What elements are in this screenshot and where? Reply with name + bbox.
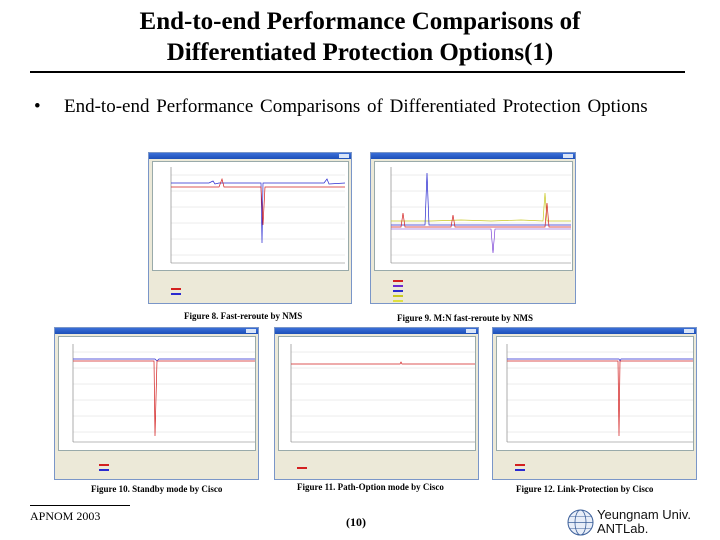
window-titlebar xyxy=(275,328,478,334)
graph-plot xyxy=(390,167,571,264)
legend-swatch xyxy=(297,467,307,469)
graph-plot xyxy=(72,344,255,443)
legend-swatch xyxy=(393,280,403,282)
figure-10-caption: Figure 10. Standby mode by Cisco xyxy=(91,484,223,494)
conference-name: APNOM 2003 xyxy=(30,509,101,523)
window-titlebar xyxy=(493,328,696,334)
legend-swatch xyxy=(393,285,403,287)
slide-title: End-to-end Performance Comparisons of Di… xyxy=(30,6,690,68)
legend-swatch xyxy=(515,464,525,466)
legend-swatch xyxy=(99,469,109,471)
window-buttons-icon xyxy=(246,329,256,333)
window-titlebar xyxy=(371,153,575,159)
legend-swatch xyxy=(171,293,181,295)
title-underline xyxy=(30,71,685,73)
bullet-dot-icon: • xyxy=(34,96,41,117)
figure-11-window xyxy=(274,327,479,480)
footer-divider xyxy=(30,505,130,506)
figure-10-window xyxy=(54,327,259,480)
legend-swatch xyxy=(393,290,403,292)
institution-line2: ANTLab. xyxy=(597,521,649,536)
figure-12-caption: Figure 12. Link-Protection by Cisco xyxy=(516,484,654,494)
window-buttons-icon xyxy=(339,154,349,158)
figure-8-window xyxy=(148,152,352,304)
window-titlebar xyxy=(149,153,351,159)
figure-9-window xyxy=(370,152,576,304)
window-titlebar xyxy=(55,328,258,334)
graph-plot xyxy=(290,344,475,443)
figure-12-window xyxy=(492,327,697,480)
window-buttons-icon xyxy=(684,329,694,333)
legend-swatch xyxy=(393,295,403,297)
legend-swatch xyxy=(99,464,109,466)
figure-8-caption: Figure 8. Fast-reroute by NMS xyxy=(184,311,303,321)
legend-swatch xyxy=(393,300,403,302)
slide-title-line2: Differentiated Protection Options(1) xyxy=(166,39,554,66)
bullet-point: • End-to-end Performance Comparisons of … xyxy=(34,93,694,120)
graph-pane xyxy=(374,161,573,271)
graph-pane xyxy=(152,161,349,271)
institution-line1: Yeungnam Univ. xyxy=(597,507,691,522)
institution-name: Yeungnam Univ. ANTLab. xyxy=(597,508,691,536)
bullet-text: End-to-end Performance Comparisons of Di… xyxy=(64,96,648,117)
figure-9-caption: Figure 9. M:N fast-reroute by NMS xyxy=(397,313,533,323)
page-number: (10) xyxy=(346,515,366,529)
graph-plot xyxy=(506,344,693,443)
slide-title-line1: End-to-end Performance Comparisons of xyxy=(139,8,581,35)
window-buttons-icon xyxy=(466,329,476,333)
figure-11-caption: Figure 11. Path-Option mode by Cisco xyxy=(297,482,444,492)
legend-swatch xyxy=(171,288,181,290)
university-globe-icon xyxy=(567,509,594,536)
legend-swatch xyxy=(515,469,525,471)
window-buttons-icon xyxy=(563,154,573,158)
graph-plot xyxy=(170,167,346,264)
